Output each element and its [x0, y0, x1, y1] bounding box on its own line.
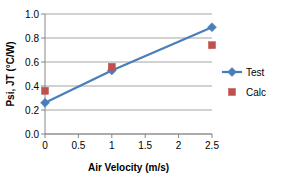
- x-tick: [78, 134, 79, 138]
- x-axis-title: Air Velocity (m/s): [88, 162, 169, 173]
- x-tick-label: 1: [109, 140, 115, 151]
- point: [108, 63, 115, 70]
- plot-marks: [41, 23, 217, 108]
- chart: 0.0 0.2 0.4 0.6 0.8 1.0 0 0.5 1 1.5 2 2.5 Air Veloci…: [0, 0, 300, 183]
- x-tick: [212, 134, 213, 138]
- x-tick: [178, 134, 179, 138]
- legend-label: Test: [246, 67, 265, 78]
- legend-marker: [229, 89, 236, 96]
- point: [209, 42, 216, 49]
- y-axis: [45, 14, 46, 134]
- legend-marker: [228, 68, 237, 77]
- x-tick-label: 2: [176, 140, 182, 151]
- legend-item: Calc: [229, 87, 267, 98]
- grid-line: [45, 134, 212, 135]
- y-tick: [41, 38, 45, 39]
- y-tick: [41, 62, 45, 63]
- x-axis: [45, 134, 212, 135]
- y-tick: [41, 110, 45, 111]
- point: [41, 98, 50, 107]
- y-tick-label: 0.2: [25, 105, 39, 116]
- y-tick: [41, 86, 45, 87]
- y-axis-title: Psi, JT (°C/W): [5, 41, 16, 106]
- x-tick: [45, 134, 46, 138]
- grid-line: [45, 14, 212, 15]
- point: [42, 87, 49, 94]
- legend-label: Calc: [246, 87, 266, 98]
- y-tick: [41, 14, 45, 15]
- x-tick-label: 0.5: [71, 140, 85, 151]
- y-tick-label: 1.0: [25, 9, 39, 20]
- y-tick-label: 0.6: [25, 57, 39, 68]
- grid-line: [45, 110, 212, 111]
- y-tick: [41, 134, 45, 135]
- x-tick-label: 0: [42, 140, 48, 151]
- x-tick: [145, 134, 146, 138]
- x-tick-label: 2.5: [205, 140, 219, 151]
- grid-line: [45, 86, 212, 87]
- y-tick-label: 0.8: [25, 33, 39, 44]
- legend-item: Test: [222, 67, 265, 78]
- y-tick-label: 0.4: [25, 81, 39, 92]
- y-tick-label: 0.0: [25, 129, 39, 140]
- x-tick: [111, 134, 112, 138]
- series-line: [45, 27, 212, 103]
- point: [208, 23, 217, 32]
- x-tick-label: 1.5: [138, 140, 152, 151]
